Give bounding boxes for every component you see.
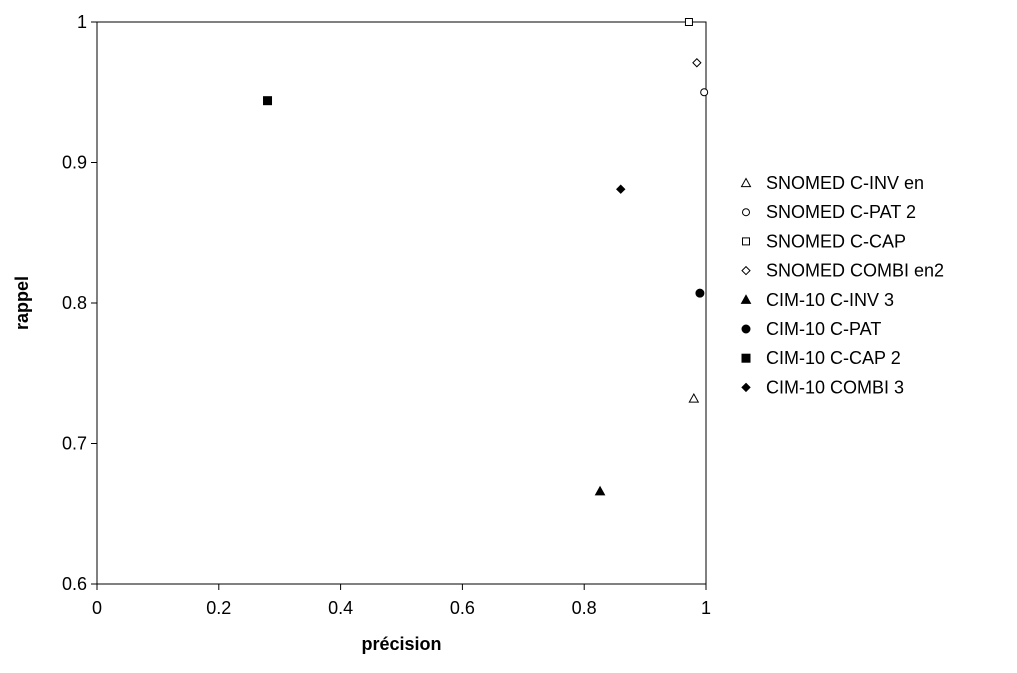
legend-marker (741, 265, 751, 276)
legend-label: CIM-10 C-PAT (766, 319, 881, 339)
data-point (263, 96, 273, 106)
legend-label: CIM-10 COMBI 3 (766, 377, 904, 397)
legend-item: CIM-10 C-PAT (741, 319, 881, 339)
legend-marker (740, 177, 752, 188)
x-tick-label: 0.2 (206, 598, 231, 618)
legend-item: CIM-10 C-CAP 2 (741, 348, 901, 368)
data-points (263, 18, 709, 496)
data-point (695, 288, 705, 298)
x-axis-title: précision (361, 634, 441, 654)
data-point (594, 485, 606, 496)
data-point (616, 184, 626, 194)
x-tick-label: 0.8 (572, 598, 597, 618)
y-axis-title: rappel (12, 276, 32, 330)
x-tick-label: 1 (701, 598, 711, 618)
y-tick-label: 1 (77, 12, 87, 32)
legend-marker (741, 382, 751, 393)
x-tick-label: 0.4 (328, 598, 353, 618)
legend-marker (742, 208, 750, 217)
data-point (688, 393, 700, 403)
x-axis-ticks: 0 0.2 0.4 0.6 0.8 1 (92, 584, 711, 618)
legend: SNOMED C-INV en SNOMED C-PAT 2 SNOMED C-CA… (740, 173, 944, 397)
legend-item: SNOMED C-PAT 2 (742, 202, 916, 222)
legend-label: SNOMED C-CAP (766, 231, 906, 251)
legend-item: CIM-10 C-INV 3 (740, 290, 894, 310)
legend-marker (741, 324, 751, 334)
legend-label: CIM-10 C-INV 3 (766, 290, 894, 310)
data-point (692, 58, 702, 68)
y-tick-label: 0.8 (62, 293, 87, 313)
data-point (684, 18, 693, 26)
data-point (700, 88, 709, 97)
legend-label: SNOMED C-PAT 2 (766, 202, 916, 222)
legend-marker (740, 294, 752, 304)
plot-area (96, 21, 707, 585)
legend-item: SNOMED COMBI en2 (741, 261, 944, 281)
x-tick-label: 0.6 (450, 598, 475, 618)
legend-item: SNOMED C-CAP (742, 231, 906, 251)
legend-label: CIM-10 C-CAP 2 (766, 348, 901, 368)
legend-marker (742, 237, 750, 246)
y-tick-label: 0.6 (62, 574, 87, 594)
y-tick-label: 0.9 (62, 153, 87, 173)
legend-label: SNOMED C-INV en (766, 173, 924, 193)
legend-marker (741, 353, 751, 363)
y-axis-ticks: 0.6 0.7 0.8 0.9 1 (62, 12, 97, 594)
legend-item: SNOMED C-INV en (740, 173, 924, 193)
legend-label: SNOMED COMBI en2 (766, 261, 944, 281)
legend-item: CIM-10 COMBI 3 (741, 377, 904, 397)
x-tick-label: 0 (92, 598, 102, 618)
y-tick-label: 0.7 (62, 434, 87, 454)
